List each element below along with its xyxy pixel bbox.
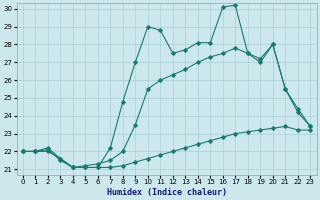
X-axis label: Humidex (Indice chaleur): Humidex (Indice chaleur) bbox=[107, 188, 227, 197]
